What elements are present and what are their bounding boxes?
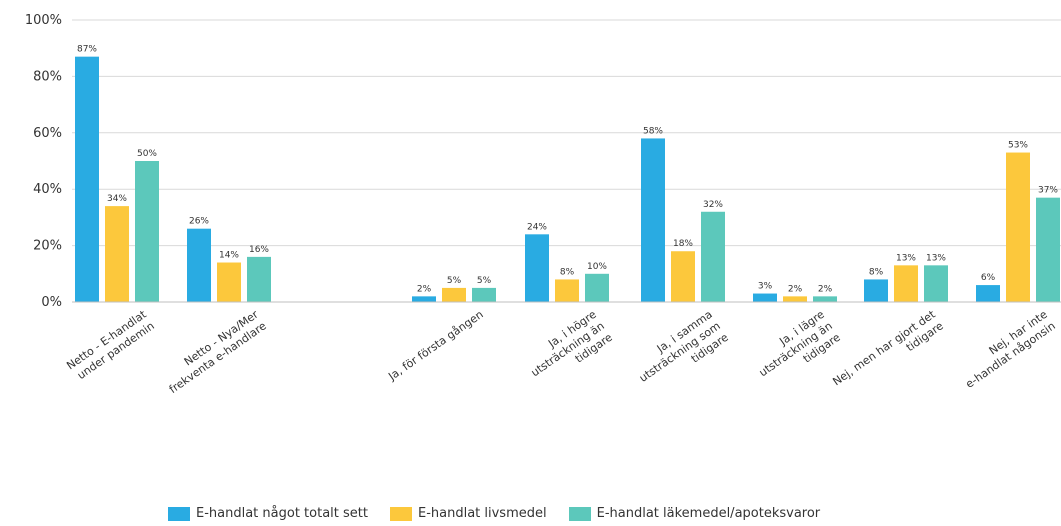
x-tick-label-nej-aldrig: Nej, har intee-handlat någonsin <box>955 308 1058 391</box>
data-label-livsmedel-samma: 18% <box>673 239 693 249</box>
bar-lakemedel-samma <box>701 211 725 302</box>
bar-total-netto-pandemin <box>75 56 99 302</box>
x-tick-label-netto-pandemin: Netto - E-handlatunder pandemin <box>64 307 157 383</box>
legend-item-livsmedel: E-handlat livsmedel <box>389 506 547 521</box>
bar-total-hogre <box>525 234 549 302</box>
bar-total-samma <box>641 138 665 302</box>
bar-lakemedel-lagre <box>813 296 837 302</box>
data-label-lakemedel-forsta-gangen: 5% <box>477 276 492 286</box>
data-label-lakemedel-hogre: 10% <box>587 262 607 272</box>
bar-lakemedel-hogre <box>585 273 609 302</box>
bar-livsmedel-forsta-gangen <box>442 287 466 302</box>
data-label-total-netto-pandemin: 87% <box>77 45 97 55</box>
bar-livsmedel-nej-tidigare <box>894 265 918 302</box>
data-label-lakemedel-netto-pandemin: 50% <box>137 149 157 159</box>
data-label-total-forsta-gangen: 2% <box>417 284 432 294</box>
bar-total-lagre <box>753 293 777 302</box>
grouped-bar-chart: 0% 20% 40% 60% 80% 100% 87% 26% 2% 24% 58% 3% 8% 6% 34… <box>25 13 1061 399</box>
data-label-lakemedel-nej-tidigare: 13% <box>926 253 946 263</box>
y-tick-label: 20% <box>33 239 62 254</box>
x-tick-label-hogre: Ja, i högreutsträckning äntidigare <box>521 308 615 391</box>
x-tick-label-line: Ja, för första gången <box>385 308 485 384</box>
y-tick-label: 40% <box>33 182 62 197</box>
legend-label-livsmedel: E-handlat livsmedel <box>417 506 547 521</box>
bar-total-netto-nya <box>187 228 211 302</box>
data-label-livsmedel-forsta-gangen: 5% <box>447 276 462 286</box>
data-label-total-nej-aldrig: 6% <box>981 273 996 283</box>
data-label-total-netto-nya: 26% <box>189 217 209 227</box>
data-label-lakemedel-netto-nya: 16% <box>249 245 269 255</box>
x-tick-label-samma: Ja, i sammautsträckning somtidigare <box>629 308 731 397</box>
y-tick-label: 0% <box>41 295 62 310</box>
bar-lakemedel-nej-aldrig <box>1036 197 1060 302</box>
data-label-total-samma: 58% <box>643 126 663 136</box>
legend-swatch-livsmedel <box>389 506 412 521</box>
chart-legend: E-handlat något totalt sett E-handlat li… <box>168 506 842 521</box>
legend-label-lakemedel: E-handlat läkemedel/apoteksvaror <box>596 506 821 521</box>
data-label-livsmedel-nej-aldrig: 53% <box>1008 141 1028 151</box>
bar-lakemedel-netto-pandemin <box>135 161 159 302</box>
x-tick-label-line: Nej, men har gjort det <box>830 307 938 388</box>
bar-total-nej-aldrig <box>976 285 1000 302</box>
bar-livsmedel-netto-nya <box>217 262 241 302</box>
bar-livsmedel-lagre <box>783 296 807 302</box>
y-tick-label: 100% <box>25 13 62 28</box>
bar-lakemedel-netto-nya <box>247 256 271 302</box>
y-tick-label: 80% <box>33 69 62 84</box>
data-label-livsmedel-netto-pandemin: 34% <box>107 194 127 204</box>
data-label-lakemedel-lagre: 2% <box>818 284 833 294</box>
bar-total-nej-tidigare <box>864 279 888 302</box>
x-tick-label-forsta-gangen: Ja, för första gången <box>385 308 485 384</box>
x-tick-label-nej-tidigare: Nej, men har gjort dettidigare <box>830 307 946 399</box>
data-label-total-nej-tidigare: 8% <box>869 267 884 277</box>
bar-livsmedel-hogre <box>555 279 579 302</box>
data-label-livsmedel-netto-nya: 14% <box>219 251 239 261</box>
data-label-livsmedel-hogre: 8% <box>560 267 575 277</box>
x-tick-label-lagre: Ja, i lägreutsträckning äntidigare <box>749 308 843 391</box>
legend-swatch-total <box>168 506 190 521</box>
bar-lakemedel-nej-tidigare <box>924 265 948 302</box>
data-label-livsmedel-nej-tidigare: 13% <box>896 253 916 263</box>
y-tick-label: 60% <box>33 126 62 141</box>
data-label-livsmedel-lagre: 2% <box>788 284 803 294</box>
data-label-lakemedel-nej-aldrig: 37% <box>1038 186 1058 196</box>
data-label-total-hogre: 24% <box>527 222 547 232</box>
bar-livsmedel-nej-aldrig <box>1006 152 1030 302</box>
legend-label-total: E-handlat något totalt sett <box>196 506 368 521</box>
data-label-total-lagre: 3% <box>758 282 773 292</box>
bar-total-forsta-gangen <box>412 296 436 302</box>
x-tick-label-netto-nya: Netto - Nya/Merfrekventa e-handlare <box>159 308 269 397</box>
bar-livsmedel-samma <box>671 251 695 302</box>
legend-item-total: E-handlat något totalt sett <box>168 506 368 521</box>
legend-item-lakemedel: E-handlat läkemedel/apoteksvaror <box>568 506 821 521</box>
bar-lakemedel-forsta-gangen <box>472 287 496 302</box>
bar-livsmedel-netto-pandemin <box>105 206 129 302</box>
data-label-lakemedel-samma: 32% <box>703 200 723 210</box>
legend-swatch-lakemedel <box>568 506 591 521</box>
